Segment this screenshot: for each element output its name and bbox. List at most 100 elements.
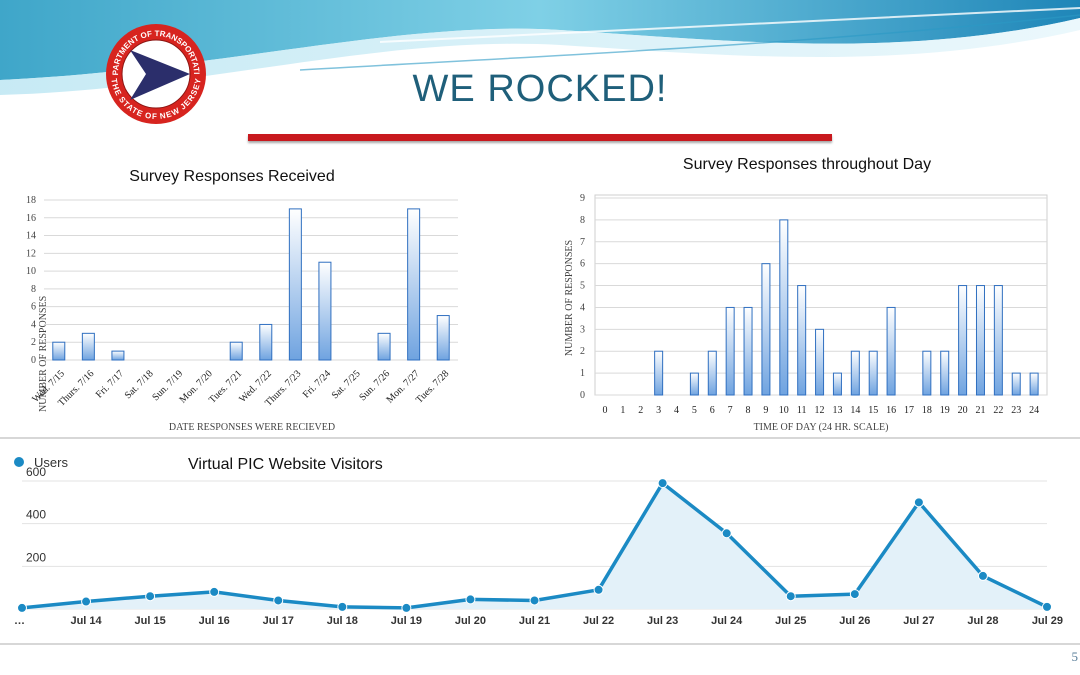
data-point [1042,601,1052,612]
y-tick-label: 14 [26,231,36,242]
y-tick-label: 2 [31,337,36,348]
x-tick-label: Jul 16 [199,615,230,627]
x-tick-label: Jul 20 [455,615,486,627]
y-tick-label: 1 [580,368,585,379]
y-tick-label: 4 [580,302,585,313]
bar [743,306,753,396]
x-tick-label: … [14,615,25,627]
data-point [209,586,220,597]
y-tick-label: 5 [580,281,585,292]
bar [832,372,842,396]
x-tick-label: 16 [886,405,896,416]
website-visitors-chart: Users Virtual PIC Website Visitors 200 40… [14,455,1063,627]
x-tick-label: 13 [832,405,842,416]
y-tick-label: 600 [26,465,46,479]
bar [377,332,391,361]
y-tick-label: 16 [26,213,36,224]
legend-swatch [14,457,24,467]
x-tick-label: 4 [674,405,679,416]
x-tick-label: 10 [779,405,789,416]
bar [229,341,243,361]
y-tick-label: 400 [26,508,46,522]
data-point [465,594,476,605]
y-tick-label: 2 [580,346,585,357]
x-tick-label: 14 [850,405,860,416]
survey-responses-throughout-day-chart: Survey Responses throughout Day NUMBER O… [564,156,1048,433]
y-tick-label: 7 [580,237,585,248]
bar [993,285,1003,396]
y-tick-label: 8 [580,215,585,226]
data-point [913,497,924,508]
data-point [657,478,668,489]
bar [886,306,896,396]
bar [922,350,932,396]
x-tick-label: 15 [868,405,878,416]
bar [654,350,664,396]
y-axis-label: NUMBER OF RESPONSES [564,240,575,356]
data-point [593,584,604,595]
x-tick-label: Jul 29 [1032,615,1063,627]
y-tick-label: 18 [26,195,36,206]
bar [868,350,878,396]
x-tick-label: 17 [904,405,914,416]
area-fill [22,483,1047,609]
slide-title: WE ROCKED! [412,68,668,110]
bar [436,315,450,361]
y-tick-label: 3 [580,324,585,335]
chart-title: Survey Responses Received [129,168,334,185]
x-tick-label: Jul 15 [135,615,166,627]
data-point [721,528,732,539]
x-tick-label: Jul 14 [70,615,102,627]
chart-title: Virtual PIC Website Visitors [188,456,383,473]
x-tick-label: Jul 22 [583,615,614,627]
x-tick-label: 21 [975,405,985,416]
bar [958,285,968,396]
data-point [529,595,540,606]
x-tick-label: 1 [620,405,625,416]
y-tick-label: 6 [31,302,36,313]
data-point [849,589,860,600]
x-tick-label: Jul 23 [647,615,678,627]
bar [940,350,950,396]
bar [288,208,302,361]
x-tick-label: Jul 17 [263,615,294,627]
x-tick-label: 7 [728,405,733,416]
x-tick-label: 11 [797,405,807,416]
x-tick-label: Jul 19 [391,615,422,627]
data-point [81,596,92,607]
x-tick-label: Jul 21 [519,615,550,627]
bar [81,332,95,361]
x-tick-label: 23 [1011,405,1021,416]
chart-title: Survey Responses throughout Day [683,156,931,173]
x-tick-label: 24 [1029,405,1039,416]
x-tick-label: Fri. 7/17 [94,368,126,400]
x-tick-label: 2 [638,405,643,416]
y-axis-label: NUMBER OF RESPONSES [38,296,49,412]
bar [111,350,125,361]
x-tick-label: 0 [603,405,608,416]
x-axis-label: DATE RESPONSES WERE RECIEVED [169,422,335,433]
bar [707,350,717,396]
bar [761,263,771,396]
x-tick-label: 3 [656,405,661,416]
x-tick-label: Jul 28 [967,615,998,627]
y-tick-label: 10 [26,266,36,277]
y-tick-label: 4 [31,319,36,330]
y-tick-label: 12 [26,248,36,259]
x-tick-label: Jul 27 [903,615,934,627]
bar [689,372,699,396]
x-axis-label: TIME OF DAY (24 HR. SCALE) [754,422,889,433]
bar [850,350,860,396]
bar [779,219,789,396]
bar [318,261,332,361]
x-tick-label: 19 [940,405,950,416]
bar [975,285,985,396]
x-tick-label: Fri. 7/24 [301,368,333,400]
data-point [337,601,348,612]
bar [407,208,421,361]
data-point [401,602,412,613]
x-tick-label: Jul 24 [711,615,743,627]
x-tick-label: Jul 26 [839,615,870,627]
x-tick-label: 6 [710,405,715,416]
bar [1029,372,1039,396]
